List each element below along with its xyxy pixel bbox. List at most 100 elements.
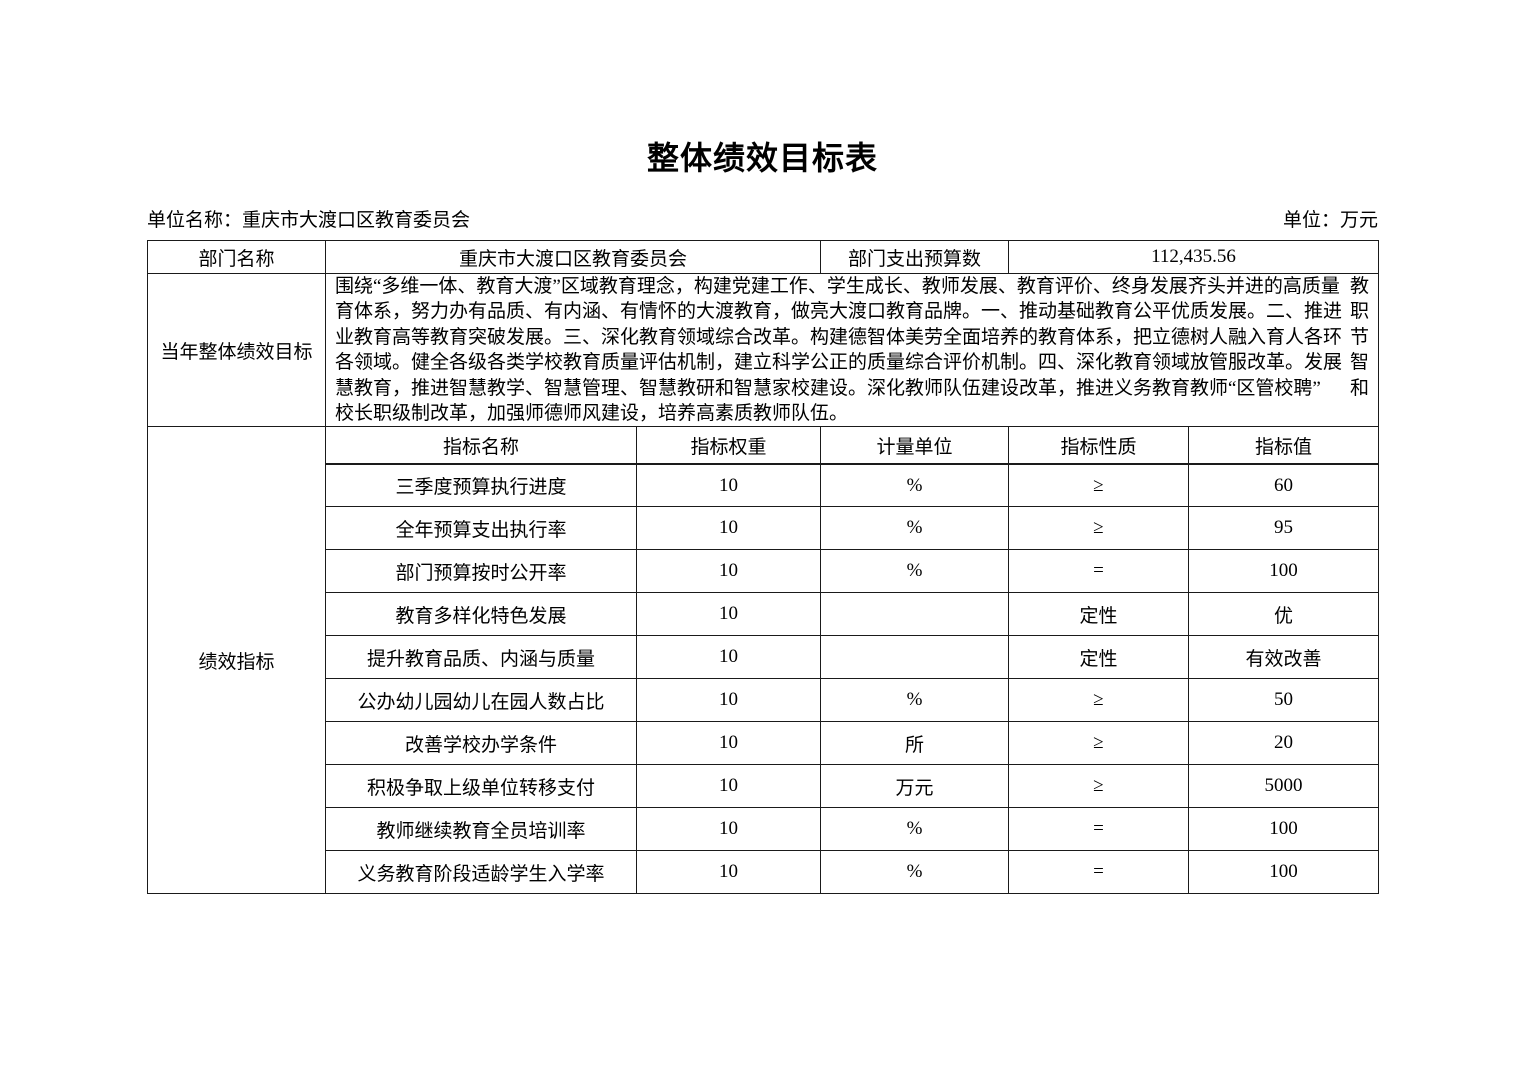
indicator-name-cell: 提升教育品质、内涵与质量 xyxy=(325,635,637,680)
indicator-weight-cell: 10 xyxy=(635,506,822,551)
indicator-weight-cell: 10 xyxy=(635,463,822,508)
goal-line-text: 校长职级制改革，加强师德师风建设，培养高素质教师队伍。 xyxy=(335,403,849,425)
goal-line-text: 育体系，努力办有品质、有内涵、有情怀的大渡教育，做亮大渡口教育品牌。一、推动基础… xyxy=(335,301,1343,323)
indicator-unit-cell: % xyxy=(820,506,1010,551)
indicator-nature-cell: ≥ xyxy=(1008,463,1190,508)
indicator-row-9: 教师继续教育全员培训率 10% = 100 xyxy=(148,807,1380,852)
dept-name-value: 重庆市大渡口区教育委员会 xyxy=(324,240,822,274)
document-content: 整体绩效目标表 单位名称：重庆市大渡口区教育委员会 单位：万元 部门名称 重庆市… xyxy=(147,0,1380,895)
goal-line-tail: 智 xyxy=(1350,352,1370,374)
indicator-row-2: 全年预算支出执行率 10% ≥95 xyxy=(148,506,1380,551)
indicator-name-cell: 部门预算按时公开率 xyxy=(325,549,637,594)
indicator-name-cell: 公办幼儿园幼儿在园人数占比 xyxy=(325,678,637,723)
indicator-value-cell: 100 xyxy=(1188,850,1380,895)
indicator-row-7: 改善学校办学条件 10 所 ≥20 xyxy=(148,721,1380,766)
indicator-value-cell: 50 xyxy=(1188,678,1380,723)
indicator-row-3: 部门预算按时公开率 10% = 100 xyxy=(148,549,1380,594)
goal-text-cell: 围绕“多维一体、教育大渡”区域教育理念，构建党建工作、学生成长、教师发展、教育评… xyxy=(324,272,1380,428)
indicator-row-6: 公办幼儿园幼儿在园人数占比 10% ≥50 xyxy=(148,678,1380,723)
indicator-nature-cell: = xyxy=(1008,807,1190,852)
goal-paragraph: 围绕“多维一体、教育大渡”区域教育理念，构建党建工作、学生成长、教师发展、教育评… xyxy=(335,275,1370,426)
goal-line-tail: 节 xyxy=(1350,326,1370,348)
goal-line-text: 各领域。健全各级各类学校教育质量评估机制，建立科学公正的质量综合评价机制。四、深… xyxy=(335,352,1343,374)
indicator-row-8: 积极争取上级单位转移支付 10 万元 ≥5000 xyxy=(148,764,1380,809)
indicator-value-cell: 优 xyxy=(1188,592,1380,637)
indicator-unit-cell: % xyxy=(820,678,1010,723)
indicator-weight-cell: 10 xyxy=(635,764,822,809)
goal-label: 当年整体绩效目标 xyxy=(147,272,326,428)
budget-value: 112,435.56 xyxy=(1008,240,1380,274)
indicator-unit-cell: % xyxy=(820,807,1010,852)
goal-line-text: 围绕“多维一体、教育大渡”区域教育理念，构建党建工作、学生成长、教师发展、教育评… xyxy=(335,276,1340,297)
goal-line-2: 育体系，努力办有品质、有内涵、有情怀的大渡教育，做亮大渡口教育品牌。一、推动基础… xyxy=(335,299,1369,324)
dept-name-label: 部门名称 xyxy=(147,240,326,274)
indicator-value-cell: 20 xyxy=(1188,721,1380,766)
indicator-weight-cell: 10 xyxy=(635,635,822,680)
col-header-measure-unit: 计量单位 xyxy=(820,426,1010,465)
goal-line-text: 业教育高等教育突破发展。三、深化教育领域综合改革。构建德智体美劳全面培养的教育体… xyxy=(335,326,1343,348)
indicator-row-1: 三季度预算执行进度 10% ≥60 xyxy=(148,463,1380,508)
indicator-nature-cell: 定性 xyxy=(1008,592,1190,637)
indicator-nature-cell: ≥ xyxy=(1008,506,1190,551)
indicator-name-cell: 教师继续教育全员培训率 xyxy=(325,807,637,852)
indicator-weight-cell: 10 xyxy=(635,678,822,723)
goal-line-5: 慧教育，推进智慧教学、智慧管理、智慧教研和智慧家校建设。深化教师队伍建设改革，推… xyxy=(335,376,1369,401)
indicator-row-5: 提升教育品质、内涵与质量 10 定性 有效改善 xyxy=(148,635,1380,680)
indicator-name-cell: 三季度预算执行进度 xyxy=(325,463,637,508)
goal-line-tail: 职 xyxy=(1350,301,1370,323)
indicator-unit-cell: % xyxy=(820,463,1010,508)
col-header-indicator-nature: 指标性质 xyxy=(1008,426,1190,465)
indicator-value-cell: 100 xyxy=(1188,807,1380,852)
performance-target-table: 部门名称 重庆市大渡口区教育委员会 部门支出预算数 112,435.56 当年整… xyxy=(147,240,1380,895)
indicator-weight-cell: 10 xyxy=(635,592,822,637)
indicator-nature-cell: ≥ xyxy=(1008,764,1190,809)
indicator-value-cell: 60 xyxy=(1188,463,1380,508)
indicator-header-row: 绩效指标 指标名称 指标权重 计量单位 指标性质 指标值 xyxy=(147,426,1380,895)
currency-unit-text: 单位：万元 xyxy=(1282,210,1378,231)
indicator-name-cell: 教育多样化特色发展 xyxy=(325,592,637,637)
unit-name-text: 单位名称：重庆市大渡口区教育委员会 xyxy=(147,210,471,231)
indicator-weight-cell: 10 xyxy=(635,807,822,852)
indicator-nature-cell: 定性 xyxy=(1008,635,1190,680)
indicator-unit-cell: % xyxy=(820,549,1010,594)
goal-line-3: 业教育高等教育突破发展。三、深化教育领域综合改革。构建德智体美劳全面培养的教育体… xyxy=(335,325,1369,350)
goal-line-1: 围绕“多维一体、教育大渡”区域教育理念，构建党建工作、学生成长、教师发展、教育评… xyxy=(335,275,1370,300)
indicators-label: 绩效指标 xyxy=(147,426,326,895)
info-row: 部门名称 重庆市大渡口区教育委员会 部门支出预算数 112,435.56 xyxy=(147,240,1380,274)
indicator-value-cell: 95 xyxy=(1188,506,1380,551)
indicator-value-cell: 有效改善 xyxy=(1188,635,1380,680)
goal-line-4: 各领域。健全各级各类学校教育质量评估机制，建立科学公正的质量综合评价机制。四、深… xyxy=(335,350,1369,375)
budget-label: 部门支出预算数 xyxy=(820,240,1010,274)
indicator-row-10: 义务教育阶段适龄学生入学率 10% = 100 xyxy=(148,850,1380,895)
indicator-name-cell: 改善学校办学条件 xyxy=(325,721,637,766)
indicator-nature-cell: = xyxy=(1008,850,1190,895)
indicator-unit-cell: 万元 xyxy=(820,764,1010,809)
indicator-name-cell: 义务教育阶段适龄学生入学率 xyxy=(325,850,637,895)
indicator-nature-cell: ≥ xyxy=(1008,721,1190,766)
indicator-name-cell: 积极争取上级单位转移支付 xyxy=(325,764,637,809)
goal-line-tail: 和 xyxy=(1350,377,1370,399)
page-title: 整体绩效目标表 xyxy=(646,140,878,176)
col-header-indicator-value: 指标值 xyxy=(1188,426,1380,465)
indicator-weight-cell: 10 xyxy=(635,850,822,895)
goal-line-6: 校长职级制改革，加强师德师风建设，培养高素质教师队伍。 xyxy=(335,401,1369,426)
indicator-nature-cell: = xyxy=(1008,549,1190,594)
indicator-unit-cell: 所 xyxy=(820,721,1010,766)
indicator-nature-cell: ≥ xyxy=(1008,678,1190,723)
indicator-unit-cell xyxy=(820,592,1010,637)
meta-line: 单位名称：重庆市大渡口区教育委员会 单位：万元 xyxy=(147,209,1378,233)
indicator-unit-cell xyxy=(820,635,1010,680)
indicator-weight-cell: 10 xyxy=(635,721,822,766)
col-header-indicator-name: 指标名称 xyxy=(325,426,637,465)
indicator-value-cell: 100 xyxy=(1188,549,1380,594)
indicator-row-4: 教育多样化特色发展 10 定性优 xyxy=(148,592,1380,637)
indicator-weight-cell: 10 xyxy=(635,549,822,594)
indicator-value-cell: 5000 xyxy=(1188,764,1380,809)
indicator-name-cell: 全年预算支出执行率 xyxy=(325,506,637,551)
goal-line-text: 慧教育，推进智慧教学、智慧管理、智慧教研和智慧家校建设。深化教师队伍建设改革，推… xyxy=(335,377,1321,399)
indicator-unit-cell: % xyxy=(820,850,1010,895)
goal-row: 当年整体绩效目标 围绕“多维一体、教育大渡”区域教育理念，构建党建工作、学生成长… xyxy=(147,272,1380,428)
col-header-indicator-weight: 指标权重 xyxy=(635,426,822,465)
goal-line-tail: 教 xyxy=(1350,276,1370,297)
